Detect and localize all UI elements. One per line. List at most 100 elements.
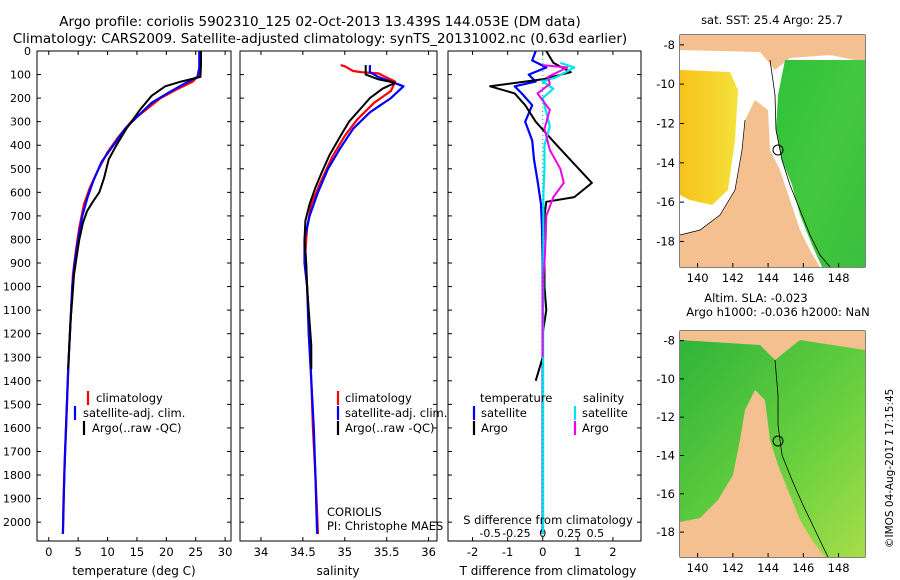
sla-sea [680, 340, 865, 557]
credit-label: ©IMOS 04-Aug-2017 17:15:45 [884, 389, 896, 548]
mt-ticks-xtick-label-144: 144 [757, 271, 779, 285]
s-tick-label-3: 0.25 [557, 527, 582, 540]
depth-tick-label-700: 700 [10, 210, 31, 223]
legend-temperature-title: temperature [480, 391, 552, 405]
depth-tick-label-1800: 1800 [3, 469, 31, 482]
sal-line-satellite [303, 65, 405, 534]
sal-x-tick-label-35: 35 [337, 545, 352, 559]
sst-map-content [680, 35, 865, 267]
mb-ticks-xtick-label-148: 148 [828, 561, 850, 575]
sla-map-content [680, 331, 865, 557]
depth-tick-label-1400: 1400 [3, 375, 31, 388]
s-difference-axis: -0.5 -0.25 0 0.25 0.5 [479, 527, 604, 540]
legend-salinity-title: salinity [583, 391, 624, 405]
temp-x-tick-label-0: 0 [45, 545, 52, 559]
temperature-lines [61, 51, 202, 534]
temp-line-argo [67, 51, 202, 370]
salinity-panel: 34 34.5 35 35.5 36 salinity climatology sate… [239, 50, 447, 578]
s-tick-label-1: -0.25 [502, 527, 530, 540]
legend-s-argo: Argo [582, 421, 609, 435]
sla-shelf-contour [774, 359, 829, 557]
mt-ticks-xtick-label-146: 146 [792, 271, 814, 285]
sst-shelf-contour [769, 59, 831, 267]
mb-ticks-xtick-label-142: 142 [722, 561, 744, 575]
temperature-axis-label: temperature (deg C) [72, 564, 195, 578]
temp-x-tick-label-15: 15 [130, 545, 145, 559]
diff-x-tick-label-1: 1 [574, 545, 581, 559]
legend-satellite: satellite-adj. clim. [83, 406, 185, 420]
mt-ticks-ytick-label-16: -16 [656, 195, 675, 209]
depth-axis: 0 100 200 300 400 500 600 700 800 900 1000 1100 1200… [3, 45, 231, 529]
mb-ticks-xtick-label-140: 140 [687, 561, 709, 575]
diff-line-s-satellite [541, 61, 576, 534]
temperature-axes-frame [36, 50, 232, 542]
depth-tick-label-1300: 1300 [3, 351, 31, 364]
coriolis-label: CORIOLIS [327, 505, 382, 519]
salinity-x-axis: 34 34.5 35 35.5 36 [254, 51, 436, 559]
salinity-axis-label: salinity [316, 564, 359, 578]
salinity-lines [303, 64, 405, 534]
depth-tick-label-1200: 1200 [3, 328, 31, 341]
sla-map-title-1: Altim. SLA: -0.023 [704, 291, 808, 305]
s-difference-label: S difference from climatology [463, 513, 633, 527]
title-line-2: Climatology: CARS2009. Satellite-adjuste… [13, 31, 627, 47]
legend-argo: Argo(..raw -QC) [92, 421, 182, 435]
temp-line-satellite [61, 51, 201, 534]
sal-line-argo [303, 65, 397, 369]
sla-map: Altim. SLA: -0.023 Argo h1000: -0.036 h2… [656, 291, 870, 575]
sst-argo-marker [772, 144, 784, 156]
sal-legend-climatology: climatology [345, 391, 412, 405]
depth-tick-label-200: 200 [10, 92, 31, 105]
sal-x-tick-label-34: 34 [254, 545, 269, 559]
legend-climatology: climatology [96, 391, 163, 405]
mt-ticks-xtick-label-148: 148 [828, 271, 850, 285]
diff-x-tick-label-2: 2 [609, 545, 616, 559]
mt-ticks-ytick-label-10: -10 [656, 77, 675, 91]
legend-t-satellite: satellite [481, 406, 527, 420]
mb-ticks-ytick-label-14: -14 [656, 448, 675, 462]
sst-coral-sea [776, 60, 865, 267]
t-difference-label: T difference from climatology [459, 564, 637, 578]
sst-map-axes: 140 142 144 146 148 -8 -10 -12 -14 -16 -18 [656, 38, 849, 285]
mt-ticks-ytick-label-18: -18 [656, 234, 675, 248]
depth-tick-label-2000: 2000 [3, 516, 31, 529]
diff-x-tick-label-0: 0 [539, 545, 546, 559]
diff-x-tick-label--2: -2 [467, 545, 478, 559]
pi-label: PI: Christophe MAES [327, 519, 443, 533]
sal-x-tick-label-36: 36 [421, 545, 436, 559]
mb-ticks-ytick-label-12: -12 [656, 410, 675, 424]
mb-ticks-xtick-label-146: 146 [792, 561, 814, 575]
temp-x-tick-label-25: 25 [188, 545, 203, 559]
salinity-legend: climatology satellite-adj. clim. Argo(..… [336, 391, 447, 435]
mb-ticks-ytick-label-10: -10 [656, 372, 675, 386]
salinity-depth-ticks [240, 50, 437, 523]
legend-t-argo: Argo [481, 421, 508, 435]
depth-tick-label-500: 500 [10, 163, 31, 176]
temperature-legend: climatology satellite-adj. clim. Argo(..… [73, 391, 185, 435]
mb-ticks-xtick-label-144: 144 [757, 561, 779, 575]
difference-legend: temperature salinity satellite Argo sate… [472, 391, 628, 435]
depth-tick-label-300: 300 [10, 116, 31, 129]
diff-line-t-argo [489, 50, 593, 382]
sst-map-title: sat. SST: 25.4 Argo: 25.7 [701, 13, 843, 27]
mt-ticks-ytick-label-8: -8 [664, 38, 675, 52]
s-tick-label-0: -0.5 [479, 527, 500, 540]
t-difference-x-axis: -2 -1 0 1 2 [467, 51, 617, 559]
legend-s-satellite: satellite [582, 406, 628, 420]
mt-ticks-xtick-label-140: 140 [687, 271, 709, 285]
temperature-panel: 0100200300400500600700800900100011001200… [3, 45, 232, 578]
depth-tick-label-1600: 1600 [3, 422, 31, 435]
difference-panel: -2 -1 0 1 2 -0.5 -0.25 0 0.25 0.5 S difference f… [447, 50, 642, 578]
depth-tick-label-1700: 1700 [3, 445, 31, 458]
mb-ticks-ytick-label-8: -8 [664, 334, 675, 348]
depth-tick-label-600: 600 [10, 186, 31, 199]
mb-ticks-ytick-label-16: -16 [656, 487, 675, 501]
mb-ticks-ytick-label-18: -18 [656, 525, 675, 539]
sst-coast-outline [680, 119, 746, 236]
depth-tick-label-800: 800 [10, 233, 31, 246]
depth-tick-label-1900: 1900 [3, 493, 31, 506]
sal-x-tick-label-35.5: 35.5 [374, 545, 400, 559]
temp-x-tick-label-30: 30 [218, 545, 233, 559]
difference-depth-ticks [448, 50, 641, 523]
